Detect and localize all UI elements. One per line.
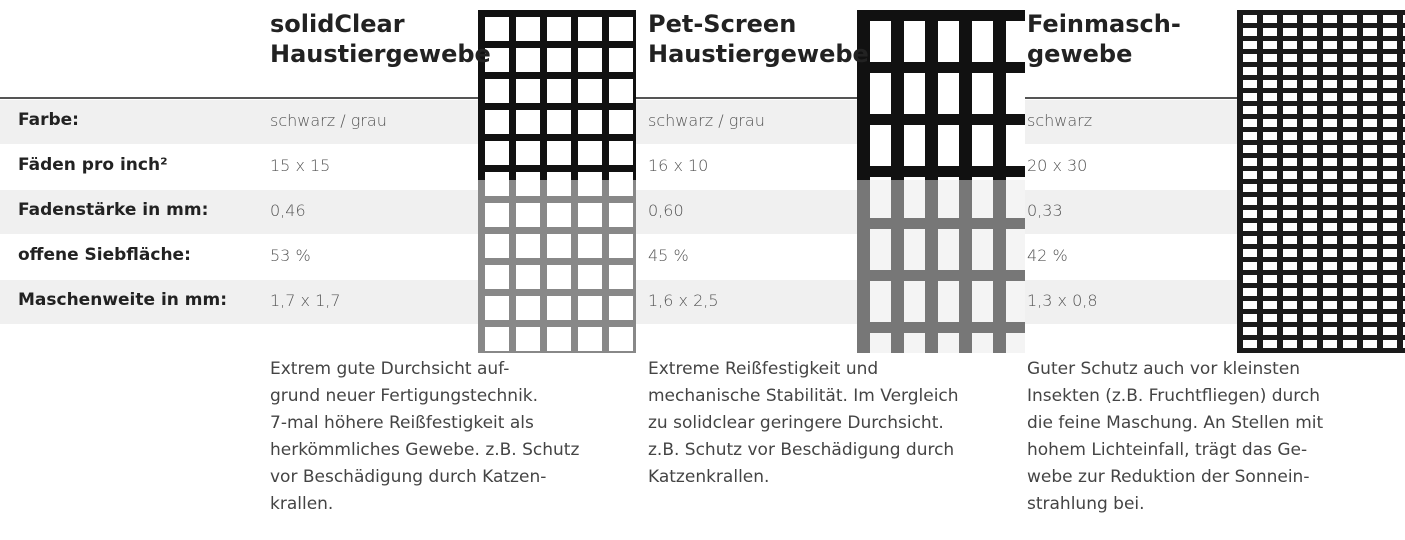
description-line: Katzenkrallen. — [648, 464, 769, 491]
cell-value: 0,60 — [648, 201, 684, 220]
product-title: Pet-Screen — [648, 10, 796, 38]
mesh-image — [857, 10, 1025, 353]
cell-value: 0,33 — [1027, 201, 1063, 220]
description-line: Insekten (z.B. Fruchtfliegen) durch — [1027, 383, 1320, 410]
mesh-image — [1237, 10, 1405, 353]
cell-value: 42 % — [1027, 246, 1068, 265]
product-title: Feinmasch- — [1027, 10, 1181, 38]
cell-value: 1,6 x 2,5 — [648, 291, 719, 310]
description-line: Guter Schutz auch vor kleinsten — [1027, 356, 1300, 383]
cell-value: schwarz — [1027, 111, 1092, 130]
description-line: mechanische Stabilität. Im Vergleich — [648, 383, 959, 410]
description-line: herkömmliches Gewebe. z.B. Schutz — [270, 437, 579, 464]
description-line: vor Beschädigung durch Katzen- — [270, 464, 546, 491]
cell-value: 15 x 15 — [270, 156, 330, 175]
cell-value: 20 x 30 — [1027, 156, 1087, 175]
product-title: Haustiergewebe — [270, 40, 491, 68]
description-line: webe zur Reduktion der Sonnein- — [1027, 464, 1309, 491]
row-label: Maschenweite in mm: — [18, 290, 227, 310]
description-line: Extreme Reißfestigkeit und — [648, 356, 878, 383]
row-label: Fäden pro inch² — [18, 155, 168, 175]
product-title: gewebe — [1027, 40, 1132, 68]
description-line: strahlung bei. — [1027, 491, 1145, 518]
cell-value: schwarz / grau — [648, 111, 765, 130]
description-line: 7-mal höhere Reißfestigkeit als — [270, 410, 534, 437]
row-label: Farbe: — [18, 110, 79, 130]
cell-value: schwarz / grau — [270, 111, 387, 130]
cell-value: 1,7 x 1,7 — [270, 291, 341, 310]
description-line: die feine Maschung. An Stellen mit — [1027, 410, 1323, 437]
cell-value: 45 % — [648, 246, 689, 265]
product-title: Haustiergewebe — [648, 40, 869, 68]
description-line: hohem Lichteinfall, trägt das Ge- — [1027, 437, 1307, 464]
mesh-image — [478, 10, 636, 353]
cell-value: 53 % — [270, 246, 311, 265]
cell-value: 1,3 x 0,8 — [1027, 291, 1098, 310]
description-line: krallen. — [270, 491, 333, 518]
description-line: zu solidclear geringere Durchsicht. — [648, 410, 944, 437]
description-line: z.B. Schutz vor Beschädigung durch — [648, 437, 954, 464]
description-line: Extrem gute Durchsicht auf- — [270, 356, 509, 383]
page: Farbe: Fäden pro inch² Fadenstärke in mm: o… — [0, 0, 1405, 540]
description-line: grund neuer Fertigungstechnik. — [270, 383, 538, 410]
cell-value: 0,46 — [270, 201, 306, 220]
product-title: solidClear — [270, 10, 405, 38]
cell-value: 16 x 10 — [648, 156, 708, 175]
row-label: Fadenstärke in mm: — [18, 200, 208, 220]
row-label: offene Siebfläche: — [18, 245, 191, 265]
